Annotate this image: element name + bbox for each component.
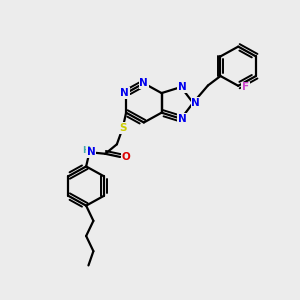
Text: N: N: [178, 82, 187, 92]
Text: N: N: [87, 147, 95, 157]
Text: N: N: [178, 114, 187, 124]
Text: N: N: [191, 98, 200, 108]
Text: N: N: [140, 78, 148, 88]
Text: N: N: [120, 88, 129, 98]
Text: S: S: [119, 123, 127, 133]
Text: O: O: [122, 152, 130, 162]
Text: H: H: [82, 146, 90, 155]
Text: F: F: [242, 82, 249, 92]
